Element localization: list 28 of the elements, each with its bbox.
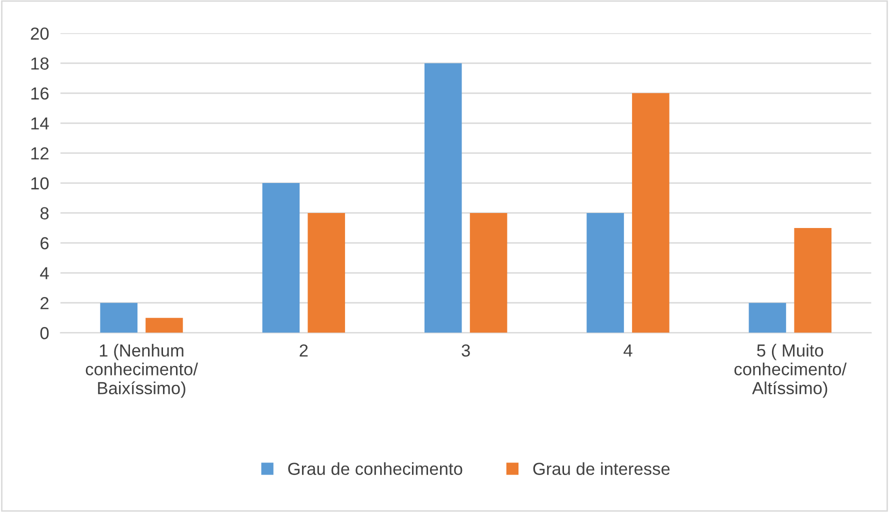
y-tick-label: 12 bbox=[31, 147, 48, 160]
x-tick-label: 2 bbox=[300, 344, 308, 356]
y-tick-label: 4 bbox=[40, 267, 49, 280]
x-tick-label: 3 bbox=[462, 344, 470, 357]
legend-label: Grau de interesse bbox=[533, 462, 670, 475]
x-tick-label: 1 (Nenhum conhecimento/ Baixíssimo) bbox=[86, 344, 198, 398]
bar bbox=[100, 302, 138, 333]
y-tick-label: 10 bbox=[31, 177, 49, 190]
legend-label: Grau de conhecimento bbox=[288, 462, 462, 475]
y-tick-label: 14 bbox=[31, 117, 49, 130]
y-tick-label: 2 bbox=[40, 297, 48, 310]
y-tick-label: 18 bbox=[31, 57, 49, 70]
y-tick-label: 16 bbox=[31, 87, 49, 100]
y-tick-label: 8 bbox=[40, 207, 49, 220]
y-tick-label: 0 bbox=[40, 326, 49, 340]
bar bbox=[262, 183, 300, 333]
y-tick-label: 20 bbox=[30, 27, 49, 40]
bar bbox=[308, 212, 346, 333]
bar bbox=[424, 63, 462, 333]
y-tick-label: 6 bbox=[40, 237, 49, 250]
bar bbox=[470, 212, 508, 333]
bar bbox=[586, 212, 624, 333]
bar bbox=[146, 318, 183, 333]
bar bbox=[794, 228, 832, 333]
bar bbox=[632, 93, 670, 333]
x-tick-label: 4 bbox=[624, 344, 632, 356]
bar bbox=[748, 302, 786, 333]
x-tick-label: 5 ( Muito conhecimento/ Altíssimo) bbox=[734, 344, 847, 398]
